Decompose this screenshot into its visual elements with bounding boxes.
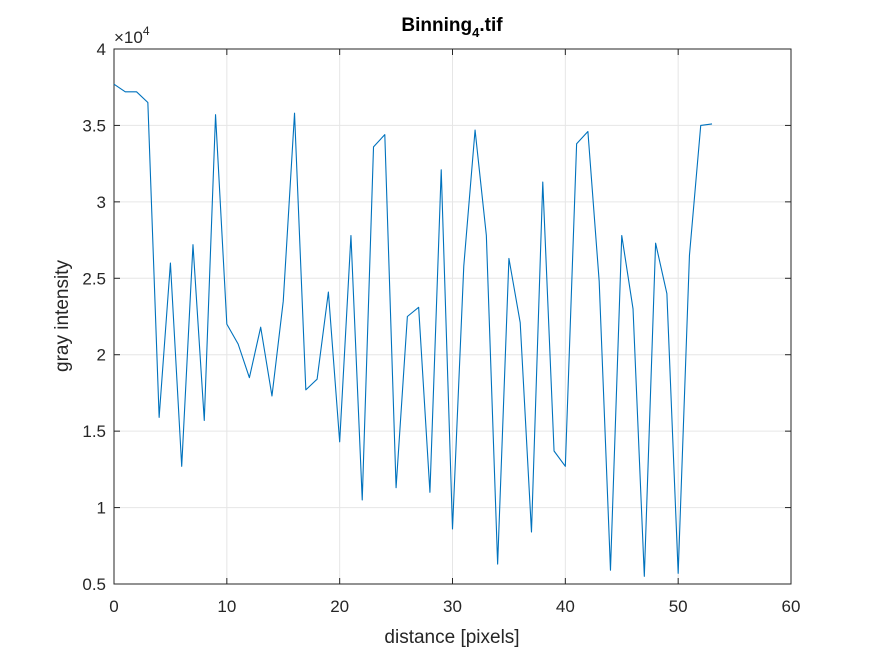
y-axis-label: gray intensity [52, 260, 73, 372]
tick-labels: 0 10 20 30 40 50 60 0.5 1 1.5 2 2.5 3 3.5 4 [82, 40, 800, 616]
y-tick-label: 2 [97, 346, 106, 365]
x-tick-label: 30 [443, 597, 462, 616]
y-tick-label: 1.5 [82, 422, 106, 441]
axes-box [113, 48, 792, 585]
x-axis-label: distance [pixels] [384, 627, 519, 648]
x-tick-label: 10 [217, 597, 236, 616]
grid-lines [114, 49, 791, 584]
y-tick-label: 1 [97, 499, 106, 518]
x-tick-label: 40 [556, 597, 575, 616]
y-tick-label: 3.5 [82, 116, 106, 135]
chart-title: Binning4.tif [401, 15, 503, 40]
y-exponent-base: ×10 [114, 28, 143, 47]
y-tick-label: 3 [97, 193, 106, 212]
y-exponent-power: 4 [143, 24, 150, 38]
axes [113, 48, 792, 585]
y-tick-label: 4 [97, 40, 106, 59]
title-subscript: 4 [472, 25, 480, 40]
title-main: Binning [401, 15, 472, 36]
series-line-0 [113, 83, 713, 577]
y-tick-label: 2.5 [82, 269, 106, 288]
x-tick-label: 0 [109, 597, 118, 616]
x-tick-label: 50 [669, 597, 688, 616]
x-tick-label: 60 [782, 597, 801, 616]
series-group [113, 83, 713, 577]
y-tick-label: 0.5 [82, 575, 106, 594]
y-exponent-label: ×104 [114, 24, 150, 47]
x-tick-label: 20 [330, 597, 349, 616]
title-suffix: .tif [479, 15, 503, 36]
